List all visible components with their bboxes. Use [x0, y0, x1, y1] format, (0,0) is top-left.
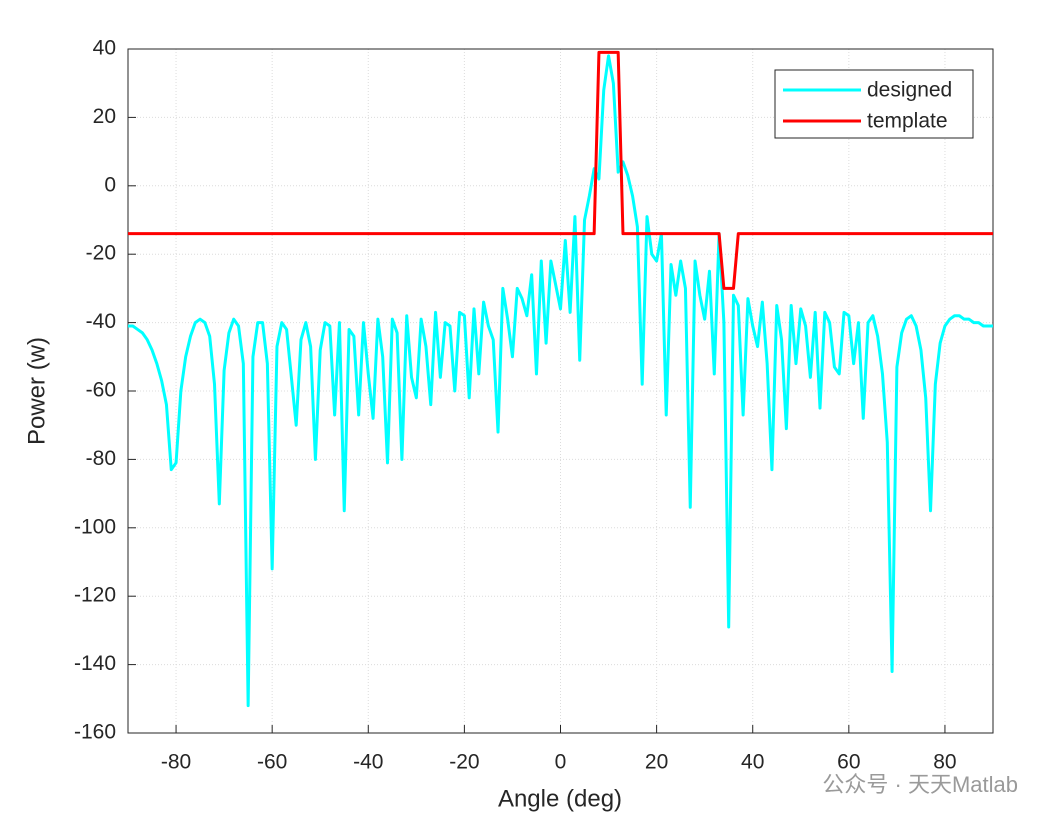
x-tick-label: 40: [741, 751, 764, 774]
x-tick-label: -80: [161, 751, 191, 774]
x-tick-label: 60: [837, 751, 860, 774]
y-tick-label: -40: [86, 310, 116, 333]
x-tick-label: 20: [645, 751, 668, 774]
y-tick-label: 0: [104, 173, 116, 196]
y-tick-label: -160: [74, 721, 116, 744]
y-tick-label: -20: [86, 242, 116, 265]
watermark: 公众号 · 天天Matlab: [822, 772, 1018, 797]
y-tick-label: -60: [86, 379, 116, 402]
y-tick-label: -100: [74, 515, 116, 538]
y-tick-label: -120: [74, 584, 116, 607]
plot-frame: [127, 48, 994, 734]
x-tick-label: -40: [353, 751, 383, 774]
x-axis-label: Angle (deg): [498, 785, 622, 812]
legend-box: [774, 69, 974, 139]
y-tick-label: 40: [93, 37, 116, 60]
legend-label: template: [867, 110, 948, 133]
y-tick-label: -140: [74, 652, 116, 675]
y-axis-label: Power (w): [23, 337, 50, 445]
x-tick-label: 80: [933, 751, 956, 774]
x-tick-label: 0: [555, 751, 567, 774]
y-tick-label: -80: [86, 447, 116, 470]
series-line: [128, 50, 993, 290]
x-tick-label: -20: [449, 751, 479, 774]
x-tick-label: -60: [257, 751, 287, 774]
legend-label: designed: [867, 79, 952, 102]
y-tick-label: 20: [93, 105, 116, 128]
series-line: [128, 54, 993, 708]
